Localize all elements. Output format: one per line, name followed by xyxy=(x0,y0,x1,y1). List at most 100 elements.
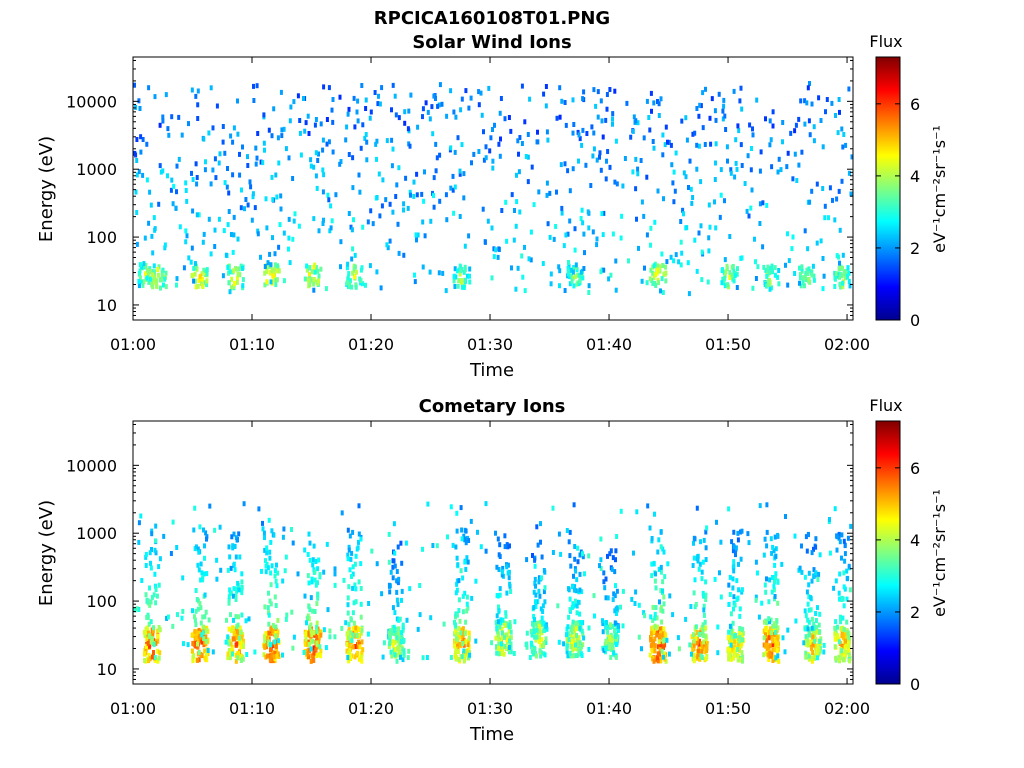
spectrogram-pixel xyxy=(771,638,775,644)
spectrogram-pixel xyxy=(732,594,736,600)
spectrogram-pixel xyxy=(495,650,499,656)
spectrogram-pixel xyxy=(240,590,244,596)
spectrogram-pixel xyxy=(192,265,196,271)
spectrogram-pixel xyxy=(191,658,195,664)
spectrogram-pixel xyxy=(595,157,599,163)
spectrogram-pixel xyxy=(150,531,154,537)
spectrogram-pixel xyxy=(714,117,718,123)
spectrogram-pixel xyxy=(614,258,618,264)
spectrogram-pixel xyxy=(673,188,677,194)
spectrogram-pixel xyxy=(176,612,179,618)
spectrogram-pixel xyxy=(704,86,707,92)
spectrogram-pixel xyxy=(535,627,539,633)
spectrogram-pixel xyxy=(346,552,350,558)
spectrogram-pixel xyxy=(599,167,603,173)
spectrogram-pixel xyxy=(536,542,540,548)
spectrogram-pixel xyxy=(391,146,395,152)
spectrogram-pixel xyxy=(149,599,153,605)
spectrogram-pixel xyxy=(645,174,649,180)
spectrogram-pixel xyxy=(571,130,575,136)
spectrogram-pixel xyxy=(234,554,238,560)
spectrogram-pixel xyxy=(656,99,659,104)
spectrogram-pixel xyxy=(653,623,657,629)
spectrogram-pixel xyxy=(662,601,666,607)
spectrogram-pixel xyxy=(541,643,545,648)
spectrogram-pixel xyxy=(277,268,281,274)
spectrogram-pixel xyxy=(540,575,544,581)
spectrogram-pixel xyxy=(351,564,355,570)
spectrogram-pixel xyxy=(816,629,820,635)
spectrogram-pixel xyxy=(193,617,197,623)
spectrogram-pixel xyxy=(276,638,280,644)
spectrogram-pixel xyxy=(351,270,355,276)
spectrogram-pixel xyxy=(654,571,657,577)
spectrogram-pixel xyxy=(226,166,229,171)
spectrogram-pixel xyxy=(454,114,458,120)
spectrogram-pixel xyxy=(468,266,472,272)
spectrogram-pixel xyxy=(156,634,160,639)
spectrogram-pixel xyxy=(845,619,849,625)
spectrogram-pixel xyxy=(245,652,249,657)
spectrogram-pixel xyxy=(614,287,618,293)
spectrogram-pixel xyxy=(465,608,469,614)
spectrogram-pixel xyxy=(767,278,771,284)
spectrogram-pixel xyxy=(838,571,842,577)
spectrogram-pixel xyxy=(572,641,576,647)
spectrogram-pixel xyxy=(333,566,337,572)
spectrogram-pixel xyxy=(369,109,373,115)
spectrogram-pixel xyxy=(203,648,207,654)
spectrogram-pixel xyxy=(199,605,203,611)
spectrogram-pixel xyxy=(614,548,618,554)
spectrogram-pixel xyxy=(773,534,777,540)
spectrogram-pixel xyxy=(308,607,312,613)
spectrogram-pixel xyxy=(177,156,181,162)
spectrogram-pixel xyxy=(639,158,643,163)
x-tick-label: 01:40 xyxy=(586,699,632,718)
spectrogram-pixel xyxy=(290,609,294,615)
spectrogram-pixel xyxy=(459,107,463,113)
spectrogram-pixel xyxy=(699,179,703,185)
spectrogram-pixel xyxy=(846,630,850,636)
spectrogram-pixel xyxy=(815,240,819,246)
spectrogram-pixel xyxy=(313,262,317,268)
spectrogram-pixel xyxy=(354,586,358,592)
spectrogram-pixel xyxy=(503,623,507,628)
spectrogram-pixel xyxy=(565,632,568,638)
spectrogram-pixel xyxy=(397,649,401,654)
spectrogram-pixel xyxy=(728,646,731,652)
spectrogram-pixel xyxy=(418,612,422,618)
spectrogram-pixel xyxy=(847,270,851,276)
spectrogram-pixel xyxy=(560,98,564,104)
spectrogram-pixel xyxy=(613,179,617,185)
spectrogram-pixel xyxy=(803,121,807,127)
spectrogram-pixel xyxy=(754,594,758,600)
spectrogram-pixel xyxy=(303,276,307,282)
spectrogram-pixel xyxy=(692,555,696,561)
spectrogram-pixel xyxy=(812,124,816,130)
spectrogram-pixel xyxy=(847,653,851,659)
spectrogram-pixel xyxy=(451,542,455,548)
spectrogram-pixel xyxy=(495,564,499,570)
spectrogram-pixel xyxy=(215,557,219,563)
spectrogram-pixel xyxy=(816,577,820,582)
spectrogram-pixel xyxy=(457,608,461,613)
spectrogram-pixel xyxy=(310,632,314,638)
spectrogram-pixel xyxy=(806,617,810,623)
spectrogram-pixel xyxy=(312,164,316,170)
spectrogram-pixel xyxy=(157,264,161,270)
spectrogram-pixel xyxy=(416,232,420,238)
spectrogram-pixel xyxy=(728,274,732,280)
spectrogram-pixel xyxy=(460,627,464,633)
spectrogram-pixel xyxy=(259,254,262,260)
spectrogram-pixel xyxy=(236,98,239,104)
spectrogram-pixel xyxy=(291,176,295,181)
spectrogram-pixel xyxy=(532,589,536,595)
spectrogram-pixel xyxy=(605,158,608,164)
spectrogram-pixel xyxy=(226,265,230,270)
spectrogram-pixel xyxy=(191,208,195,214)
spectrogram-pixel xyxy=(693,130,697,136)
x-tick-label: 01:00 xyxy=(110,699,156,718)
spectrogram-pixel xyxy=(768,619,771,625)
spectrogram-pixel xyxy=(279,89,283,95)
spectrogram-pixel xyxy=(772,654,776,660)
